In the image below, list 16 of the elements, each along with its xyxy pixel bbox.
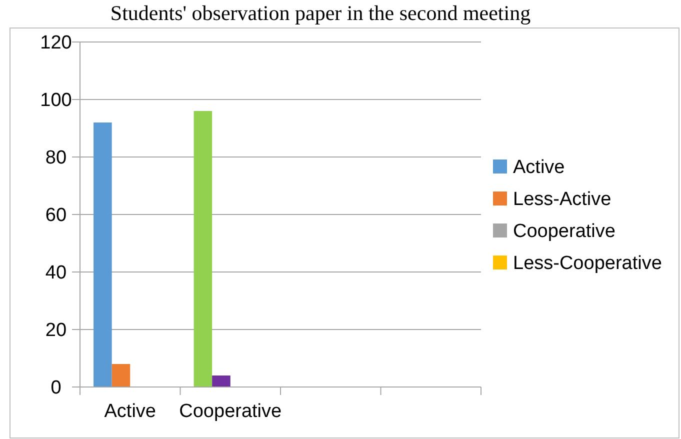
legend-label: Less-Active bbox=[513, 189, 612, 210]
y-tick-label: 120 bbox=[40, 32, 72, 54]
bar bbox=[212, 376, 230, 387]
y-tick-label: 40 bbox=[45, 262, 67, 284]
legend-label: Active bbox=[513, 157, 565, 178]
y-tick-label: 100 bbox=[40, 90, 72, 112]
bar bbox=[112, 364, 130, 387]
chart-title: Students' observation paper in the second meeting bbox=[110, 1, 532, 25]
legend-label: Cooperative bbox=[513, 221, 616, 242]
y-tick-label: 0 bbox=[50, 378, 62, 399]
legend-label: Less-Cooperative bbox=[513, 253, 662, 274]
y-tick-label: 20 bbox=[45, 320, 67, 342]
y-tick-label: 80 bbox=[45, 148, 67, 169]
bar bbox=[94, 122, 112, 387]
y-tick-label: 60 bbox=[45, 205, 67, 226]
bar bbox=[194, 111, 212, 387]
